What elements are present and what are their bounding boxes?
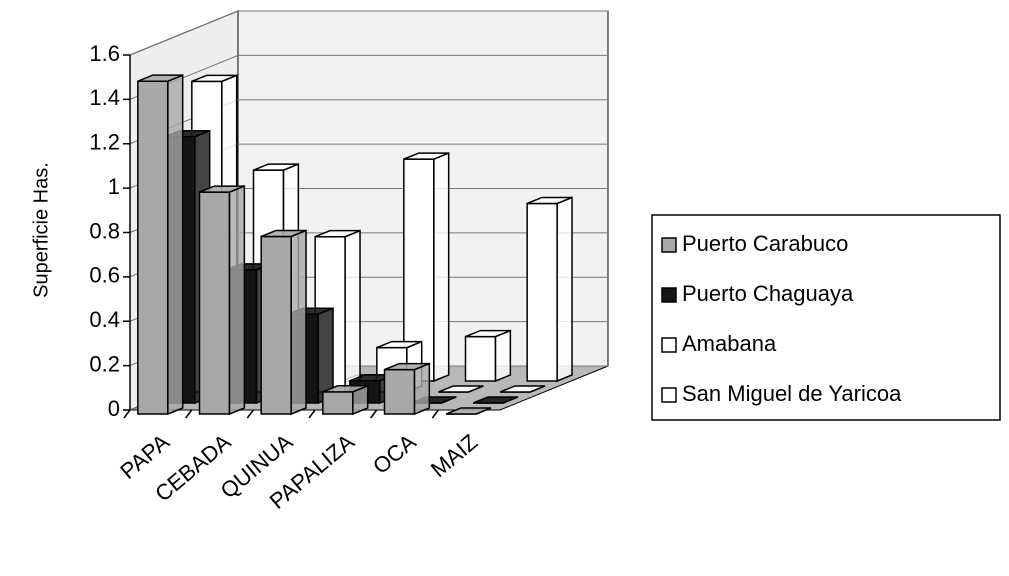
legend-label: Puerto Chaguaya bbox=[682, 281, 854, 306]
y-tick-label: 1 bbox=[108, 174, 120, 199]
y-tick-label: 0.8 bbox=[89, 218, 120, 243]
bar-top bbox=[199, 185, 245, 193]
bar-front bbox=[526, 202, 558, 382]
y-tick-label: 0.4 bbox=[89, 307, 120, 332]
bar bbox=[445, 407, 492, 415]
bar bbox=[499, 385, 546, 393]
y-tick-label: 0.2 bbox=[89, 351, 120, 376]
x-tick bbox=[431, 409, 439, 419]
y-axis-label: Superficie Has. bbox=[30, 162, 52, 298]
bar-side bbox=[433, 151, 450, 383]
bar-top bbox=[384, 362, 430, 371]
bar-side bbox=[494, 329, 512, 383]
bar-front bbox=[383, 368, 416, 415]
bar bbox=[464, 329, 512, 383]
legend-swatch bbox=[661, 237, 677, 253]
x-tick bbox=[123, 409, 131, 419]
bar-top bbox=[472, 396, 519, 404]
y-tick-label: 1.4 bbox=[89, 85, 120, 110]
bar-top bbox=[253, 163, 299, 171]
legend-label: San Miguel de Yaricoa bbox=[682, 381, 902, 406]
bar-top bbox=[376, 340, 422, 349]
bar-front bbox=[322, 391, 354, 415]
bar-front bbox=[260, 235, 292, 415]
bar-side bbox=[556, 196, 573, 383]
bar bbox=[526, 196, 573, 383]
legend-box bbox=[651, 214, 1001, 421]
bar-top bbox=[445, 407, 492, 415]
x-tick bbox=[370, 409, 378, 419]
bar-front bbox=[137, 80, 169, 415]
legend-swatch bbox=[661, 387, 677, 403]
bar bbox=[260, 229, 307, 416]
bar-top bbox=[260, 229, 307, 238]
x-tick bbox=[246, 409, 254, 419]
legend-label: Amabana bbox=[682, 331, 777, 356]
legend-swatch bbox=[661, 287, 677, 303]
bar bbox=[198, 184, 246, 416]
y-tick-label: 1.6 bbox=[89, 41, 120, 66]
bar-side bbox=[228, 184, 246, 416]
bar bbox=[322, 384, 369, 416]
bar bbox=[438, 385, 484, 393]
legend-label: Puerto Carabuco bbox=[682, 231, 848, 256]
bar-top bbox=[438, 385, 484, 393]
bar-top bbox=[526, 196, 573, 205]
bar-front bbox=[198, 191, 231, 415]
bar-front bbox=[464, 335, 497, 382]
bar bbox=[472, 396, 519, 404]
y-tick-label: 0 bbox=[108, 396, 120, 421]
bar-side bbox=[344, 229, 361, 394]
bar-side bbox=[413, 362, 431, 416]
bar bbox=[403, 151, 450, 383]
x-tick-label: OCA bbox=[368, 429, 421, 479]
y-tick-label: 0.6 bbox=[89, 263, 120, 288]
bar bbox=[383, 362, 431, 416]
bar-top bbox=[403, 152, 449, 160]
x-tick-label: MAIZ bbox=[426, 429, 482, 482]
bar-top bbox=[191, 74, 237, 83]
bar-top bbox=[499, 385, 546, 393]
x-tick bbox=[308, 409, 316, 419]
bar-top bbox=[314, 229, 361, 238]
bar bbox=[137, 74, 184, 416]
x-tick bbox=[185, 409, 193, 419]
bar-side bbox=[290, 229, 307, 416]
legend-swatch bbox=[661, 337, 677, 353]
grid-line bbox=[129, 10, 608, 56]
y-tick-label: 1.2 bbox=[89, 130, 120, 155]
bar-top bbox=[137, 74, 183, 82]
bar-side bbox=[167, 74, 184, 416]
bar-top bbox=[322, 385, 368, 393]
bar-top bbox=[465, 329, 511, 338]
